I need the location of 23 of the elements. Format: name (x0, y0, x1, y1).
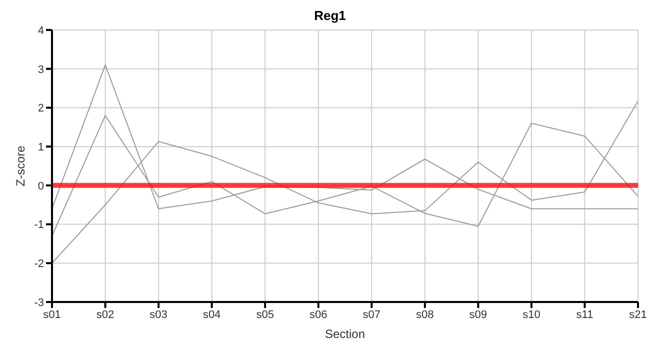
y-axis-title: Z-score (13, 145, 28, 186)
x-tick-label: s03 (150, 308, 168, 321)
y-tick-label: -3 (34, 296, 44, 309)
x-tick-label: s02 (96, 308, 114, 321)
x-tick-label: s01 (43, 308, 61, 321)
x-tick-label: s05 (256, 308, 274, 321)
y-tick-label: 4 (38, 24, 44, 37)
x-tick-label: s10 (522, 308, 540, 321)
y-tick-label: 3 (38, 64, 44, 76)
y-tick-label: -2 (34, 258, 44, 270)
x-tick-label: s04 (202, 308, 221, 321)
y-tick-label: 0 (38, 180, 44, 192)
x-tick-label: s08 (416, 308, 434, 321)
y-tick-label: -1 (34, 219, 44, 232)
y-tick-label: 1 (38, 141, 44, 154)
chart-title: Reg1 (313, 8, 347, 24)
x-axis-title: Section (324, 327, 366, 341)
x-tick-label: s21 (629, 308, 647, 321)
x-tick-label: s07 (362, 308, 381, 321)
x-tick-label: s06 (309, 308, 328, 321)
y-tick-label: 2 (38, 102, 44, 115)
x-tick-label: s11 (576, 308, 594, 321)
x-tick-label: s09 (469, 308, 488, 321)
